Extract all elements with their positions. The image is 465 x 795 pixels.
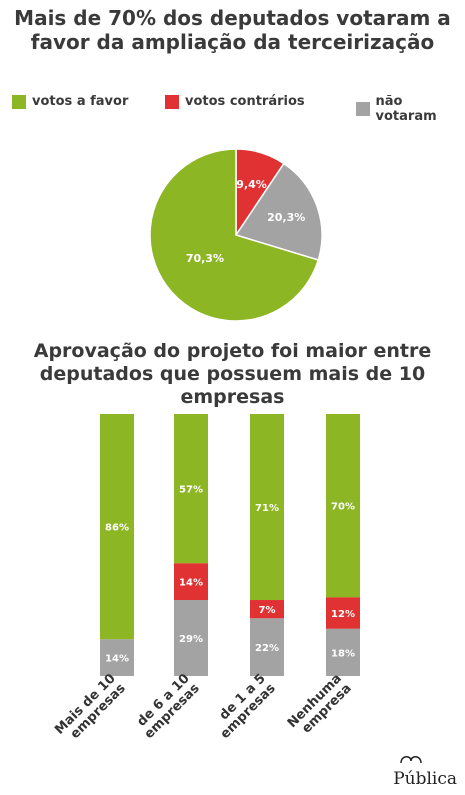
brand-logo: Pública [393, 753, 457, 789]
bar-label-2-0: 71% [255, 503, 279, 514]
legend-label-favor: votos a favor [32, 94, 129, 109]
bar-segment-1-0 [174, 414, 208, 564]
bar-segment-1-1 [174, 563, 208, 601]
bar-label-1-0: 57% [179, 485, 203, 496]
bar-label-3-2: 18% [331, 648, 355, 659]
bar-segment-3-2 [326, 628, 360, 676]
bar-label-0-2: 14% [105, 654, 129, 665]
bar-chart-title-text: Aprovação do projeto foi maior entre dep… [33, 340, 432, 408]
bar-label-2-2: 22% [255, 643, 279, 654]
bar-segment-3-0 [326, 414, 360, 598]
legend-label-nao-votaram: não votaram [375, 94, 437, 124]
legend-item-nao-votaram: não votaram [356, 94, 465, 124]
bar-chart-title: Aprovação do projeto foi maior entre dep… [0, 340, 465, 409]
pie-legend: votos a favor votos contrários não votar… [0, 94, 465, 124]
pie-chart-title: Mais de 70% dos deputados votaram a favo… [14, 6, 451, 54]
bar-label-3-0: 70% [331, 502, 355, 513]
legend-item-contrarios: votos contrários [165, 94, 305, 109]
pie-slice-2 [234, 162, 323, 261]
bar-label-1-2: 29% [179, 634, 203, 645]
brand-mark-icon [400, 756, 422, 764]
bar-segment-1-2 [174, 600, 208, 676]
pie-slice-label-1: 9,4% [236, 178, 267, 191]
bar-segment-2-0 [250, 414, 284, 601]
bar-segment-0-0 [100, 414, 134, 640]
legend-item-favor: votos a favor [12, 94, 128, 109]
bar-segment-2-2 [250, 618, 284, 676]
bar-label-3-1: 12% [331, 609, 355, 620]
legend-swatch-contrarios [165, 94, 179, 109]
legend-swatch-favor [12, 94, 26, 109]
pie-chart: 9,4% 20,3% 70,3% [149, 148, 323, 322]
bar-label-0-0: 86% [105, 523, 129, 534]
bar-segment-2-1 [250, 600, 284, 619]
pie-slice-label-0: 70,3% [186, 252, 224, 265]
bar-segment-0-2 [100, 639, 134, 676]
brand-name: Pública [393, 769, 457, 789]
bar-label-1-1: 14% [179, 578, 203, 589]
bar-segment-3-1 [326, 597, 360, 629]
legend-swatch-nao-votaram [356, 102, 370, 116]
pie-slice-label-2: 20,3% [267, 211, 305, 224]
pie-slice-0 [149, 148, 320, 322]
legend-label-contrarios: votos contrários [185, 94, 305, 109]
bar-label-2-1: 7% [259, 605, 276, 616]
